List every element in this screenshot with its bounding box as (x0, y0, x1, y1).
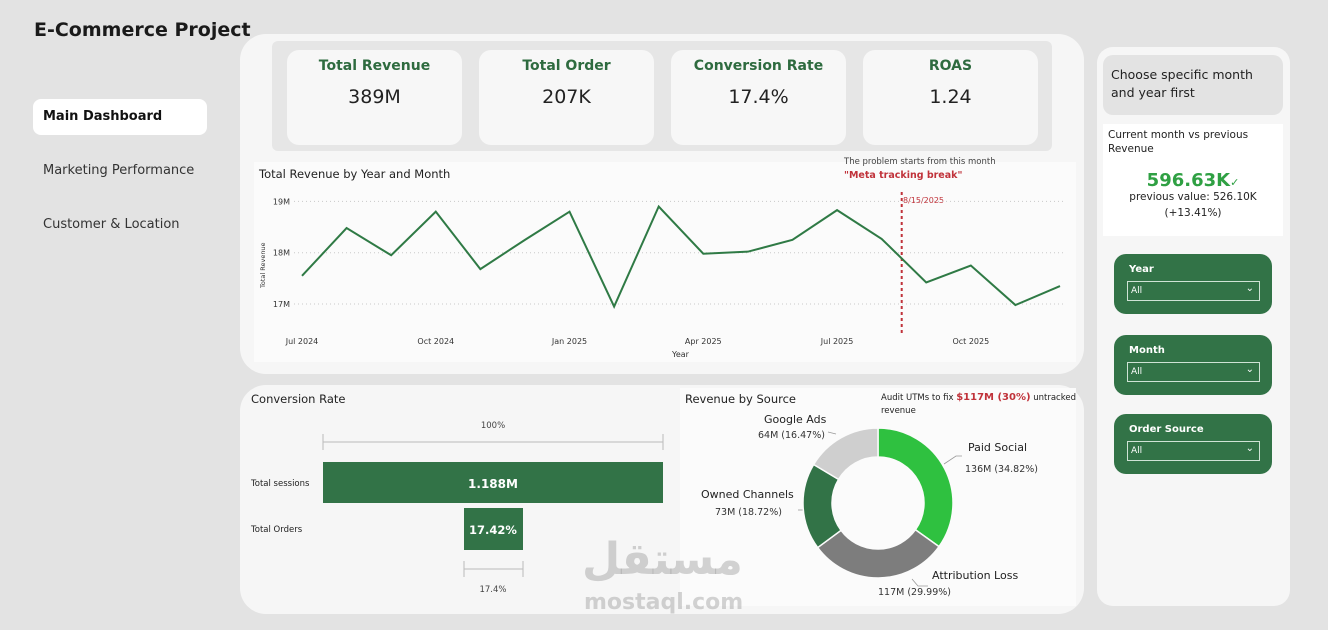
watermark-latin: mostaql.com (584, 590, 744, 615)
x-tick-label: Jan 2025 (551, 337, 587, 346)
audit-prefix: Audit UTMs to fix (881, 393, 957, 403)
revenue-series-line (301, 204, 1061, 309)
current-value-text: 596.63K (1146, 170, 1231, 191)
year-select[interactable]: All ⌄ (1127, 281, 1260, 301)
x-axis-title: Year (671, 350, 690, 359)
compare-title: Current month vs previous Revenue (1108, 129, 1249, 155)
chevron-down-icon: ⌄ (1245, 283, 1254, 294)
select-value: All (1131, 367, 1143, 377)
chevron-down-icon: ⌄ (1245, 443, 1254, 454)
kpi-card-roas: ROAS 1.24 (863, 50, 1038, 145)
slice-paid-social[interactable] (877, 427, 954, 548)
kpi-label: Total Revenue (318, 58, 431, 74)
slice-value-paid-social: 136M (34.82%) (965, 464, 1038, 475)
slice-attribution-loss[interactable] (816, 528, 941, 579)
filter-month: Month All ⌄ (1114, 335, 1272, 395)
funnel-bottom-label: 17.4% (479, 585, 506, 595)
y-tick-label: 17M (273, 300, 290, 309)
filter-label: Month (1129, 345, 1165, 356)
select-value: All (1131, 286, 1143, 296)
source-audit-note: Audit UTMs to fix $117M (30%) untracked … (881, 391, 1081, 418)
funnel-top-label: 100% (481, 421, 505, 431)
audit-suffix: untracked revenue (881, 393, 1076, 416)
watermark-arabic: مستقل (582, 534, 743, 585)
x-tick-label: Jul 2025 (820, 337, 854, 346)
kpi-value: 207K (542, 86, 591, 108)
kpi-label: Conversion Rate (693, 58, 824, 74)
x-tick-label: Oct 2025 (952, 337, 989, 346)
nav-customer-location[interactable]: Customer & Location (43, 217, 180, 232)
slice-label-owned-channels: Owned Channels (701, 488, 794, 501)
audit-highlight: $117M (30%) (956, 392, 1031, 403)
order-source-select[interactable]: All ⌄ (1127, 441, 1260, 461)
x-tick-label: Jul 2024 (285, 337, 319, 346)
y-tick-label: 19M (273, 197, 290, 206)
slice-label-attribution-loss: Attribution Loss (932, 569, 1018, 582)
conversion-funnel: 100% 1.188M Total sessions 17.42% Total … (250, 421, 664, 595)
kpi-value: 17.4% (728, 86, 789, 108)
kpi-label: ROAS (928, 58, 973, 74)
slice-label-google-ads: Google Ads (764, 413, 827, 426)
slice-google-ads[interactable] (812, 427, 879, 481)
y-axis-title: Total Revenue (259, 242, 267, 289)
y-tick-label: 18M (273, 249, 290, 258)
filter-label: Order Source (1129, 424, 1204, 435)
funnel-sessions-label: Total sessions (250, 479, 310, 489)
revenue-chart-title: Total Revenue by Year and Month (259, 167, 451, 181)
current-value: 596.63K✓ (1103, 170, 1283, 191)
revenue-line-chart: Total Revenue Year 8/15/2025 19M 18M 17M Ju… (259, 192, 1066, 359)
kpi-card-total-revenue: Total Revenue 389M (287, 50, 462, 145)
revenue-chart-note-highlight: "Meta tracking break" (844, 170, 963, 181)
filter-year: Year All ⌄ (1114, 254, 1272, 314)
revenue-chart-note: The problem starts from this month (844, 157, 996, 167)
revenue-chart-card (254, 162, 1076, 362)
chevron-down-icon: ⌄ (1245, 364, 1254, 375)
change-percent: (+13.41%) (1164, 207, 1222, 219)
funnel-sessions-value: 1.188M (468, 477, 518, 491)
kpi-card-total-order: Total Order 207K (479, 50, 654, 145)
compare-card (1103, 124, 1283, 236)
slice-value-google-ads: 64M (16.47%) (758, 430, 825, 441)
source-chart-title: Revenue by Source (685, 392, 796, 406)
kpi-value: 389M (348, 86, 401, 108)
filter-label: Year (1129, 264, 1154, 275)
funnel-orders-label: Total Orders (250, 525, 303, 535)
x-tick-label: Apr 2025 (685, 337, 722, 346)
previous-value: previous value: 526.10K (1129, 191, 1257, 203)
nav-main-dashboard[interactable]: Main Dashboard (33, 99, 207, 135)
marker-date-label: 8/15/2025 (903, 196, 944, 205)
select-value: All (1131, 446, 1143, 456)
kpi-label: Total Order (522, 58, 611, 74)
funnel-bar-sessions (323, 462, 663, 503)
side-hint: Choose specific month and year first (1103, 55, 1283, 115)
slice-label-paid-social: Paid Social (968, 441, 1027, 454)
x-tick-label: Oct 2024 (417, 337, 454, 346)
kpi-value: 1.24 (929, 86, 972, 108)
kpi-card-conversion-rate: Conversion Rate 17.4% (671, 50, 846, 145)
funnel-orders-value: 17.42% (469, 523, 517, 537)
nav-marketing-performance[interactable]: Marketing Performance (43, 163, 195, 178)
app-title: E-Commerce Project (34, 19, 251, 41)
slice-value-owned-channels: 73M (18.72%) (715, 507, 782, 518)
funnel-bar-orders (464, 508, 523, 550)
check-icon: ✓ (1230, 176, 1240, 189)
month-select[interactable]: All ⌄ (1127, 362, 1260, 382)
conversion-title: Conversion Rate (251, 392, 346, 406)
source-donut-chart: Paid Social 136M (34.82%) Attribution Lo… (701, 413, 1038, 598)
slice-value-attribution-loss: 117M (29.99%) (878, 587, 951, 598)
filter-order-source: Order Source All ⌄ (1114, 414, 1272, 474)
